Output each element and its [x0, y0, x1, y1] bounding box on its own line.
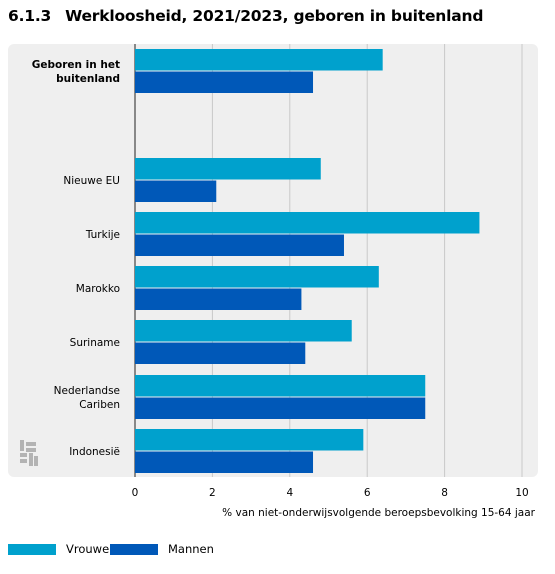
category-label-line: Cariben — [79, 399, 120, 411]
bar-vrouwen-2 — [135, 212, 480, 234]
category-label-line: Nederlandse — [54, 385, 120, 397]
x-tick-label: 6 — [364, 487, 371, 499]
bar-mannen-0 — [135, 71, 314, 93]
bar-vrouwen-4 — [135, 320, 352, 342]
x-tick-label: 10 — [515, 487, 528, 499]
category-labels: Geboren in het buitenland Nieuwe EU Turkije… — [32, 59, 120, 458]
bar-vrouwen-3 — [135, 266, 379, 288]
bar-vrouwen-0 — [135, 49, 383, 71]
category-label: Nieuwe EU — [63, 175, 120, 187]
category-label: Turkije — [85, 229, 120, 241]
category-label: Indonesië — [69, 446, 120, 458]
category-label: Marokko — [76, 283, 120, 295]
bar-vrouwen-1 — [135, 158, 321, 180]
bar-mannen-4 — [135, 342, 306, 364]
legend-label-mannen: Mannen — [168, 542, 214, 556]
x-tick-labels: 0 2 4 6 8 10 — [132, 487, 529, 499]
chart-title-text: Werkloosheid, 2021/2023, geboren in buit… — [65, 7, 484, 25]
legend-label-vrouwen: Vrouwen — [66, 542, 117, 556]
bar-mannen-1 — [135, 180, 217, 202]
chart-title: 6.1.3 Werkloosheid, 2021/2023, geboren in… — [8, 7, 483, 25]
x-tick-label: 8 — [441, 487, 448, 499]
label-panel — [8, 44, 538, 477]
category-label-line: buitenland — [56, 73, 120, 85]
chart-number: 6.1.3 — [8, 7, 52, 25]
bar-mannen-3 — [135, 288, 302, 310]
legend-swatch-vrouwen — [8, 543, 56, 555]
category-label-line: Indonesië — [69, 446, 120, 458]
bar-mannen-6 — [135, 451, 314, 473]
bar-mannen-2 — [135, 234, 344, 256]
bars — [135, 49, 480, 473]
x-tick-label: 0 — [132, 487, 139, 499]
category-label-line: Suriname — [70, 337, 120, 349]
bar-vrouwen-5 — [135, 375, 426, 397]
cbs-logo-icon — [20, 440, 38, 466]
category-label-line: Turkije — [85, 229, 120, 241]
category-label-line: Nieuwe EU — [63, 175, 120, 187]
category-label: Nederlandse Cariben — [54, 385, 120, 411]
legend-swatch-mannen — [110, 543, 158, 555]
category-label-line: Marokko — [76, 283, 120, 295]
category-label: Suriname — [70, 337, 120, 349]
x-axis-title: % van niet-onderwijsvolgende beroepsbevo… — [222, 507, 535, 519]
bar-vrouwen-6 — [135, 429, 364, 451]
bar-mannen-5 — [135, 397, 426, 419]
category-label-line: Geboren in het — [32, 59, 120, 71]
legend-item-mannen: Mannen — [110, 542, 214, 556]
legend-item-vrouwen: Vrouwen — [8, 542, 116, 556]
x-tick-label: 4 — [286, 487, 293, 499]
x-tick-label: 2 — [209, 487, 216, 499]
category-label: Geboren in het buitenland — [32, 59, 120, 85]
